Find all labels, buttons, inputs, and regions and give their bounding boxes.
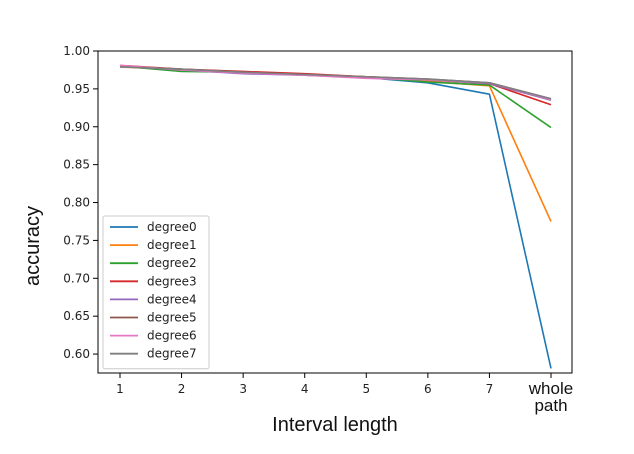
legend-label: degree4	[147, 292, 197, 306]
legend-label: degree0	[147, 220, 197, 234]
y-tick-label: 0.95	[63, 82, 90, 96]
y-tick-label: 0.70	[63, 271, 90, 285]
legend-label: degree3	[147, 274, 197, 288]
x-tick-label: 1	[116, 382, 124, 396]
legend-label: degree2	[147, 256, 197, 270]
x-tick-label: 5	[362, 382, 370, 396]
legend-box	[102, 215, 210, 370]
y-tick-label: 0.85	[63, 158, 90, 172]
y-tick-label: 0.90	[63, 120, 90, 134]
x-tick-label: 7	[486, 382, 494, 396]
legend-label: degree6	[147, 329, 197, 343]
series-lines	[119, 64, 552, 369]
y-tick-label: 1.00	[63, 44, 90, 58]
legend-label: degree5	[147, 311, 197, 325]
x-axis-title: Interval length	[272, 414, 398, 436]
y-axis-title: accuracy	[22, 206, 44, 286]
legend: degree0 degree1 degree2 degree3 degree4 degre…	[102, 215, 210, 370]
series-line-degree7	[119, 66, 552, 100]
y-axis-ticks: 1.00 0.95 0.90 0.85 0.80 0.75 0.70 0.65 0.60	[63, 44, 98, 361]
x-tick-label: 6	[424, 382, 432, 396]
x-tick-label: 3	[239, 382, 247, 396]
series-line-degree1	[119, 66, 552, 222]
x-tick-label: whole path	[528, 379, 573, 415]
legend-label: degree7	[147, 347, 197, 361]
y-tick-label: 0.80	[63, 196, 90, 210]
legend-label: degree1	[147, 238, 197, 252]
y-tick-label: 0.65	[63, 309, 90, 323]
x-tick-label: 2	[178, 382, 186, 396]
x-tick-label: 4	[301, 382, 309, 396]
x-axis-ticks: 1 2 3 4 5 6 7 whole path	[116, 373, 573, 415]
plot-frame	[97, 50, 573, 374]
y-tick-label: 0.60	[63, 347, 90, 361]
y-tick-label: 0.75	[63, 233, 90, 247]
